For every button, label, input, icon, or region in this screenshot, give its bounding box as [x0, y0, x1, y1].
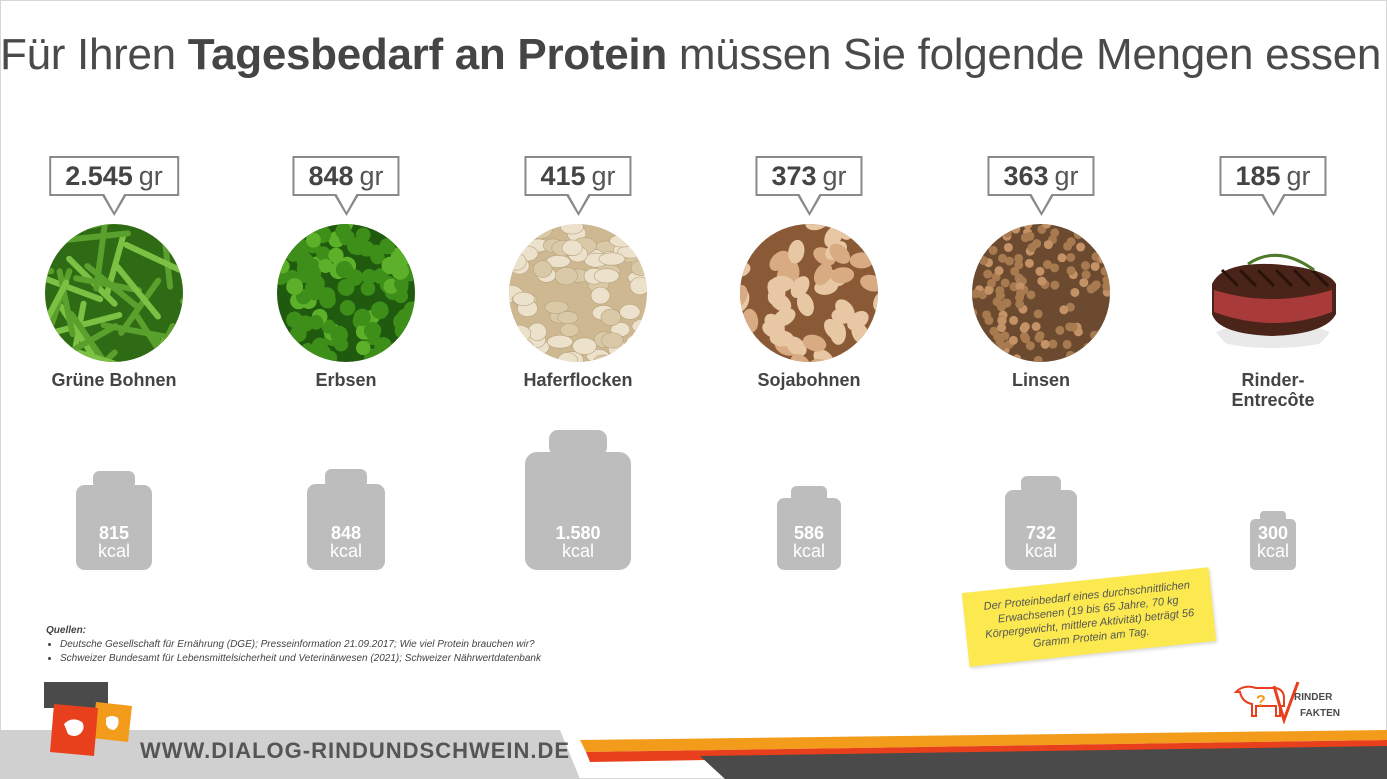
kcal-value: 848: [330, 523, 362, 543]
kcal-weight: 732 kcal: [931, 0, 1151, 600]
kcal-value: 300: [1257, 523, 1289, 543]
footer-band: [0, 730, 1387, 779]
kcal-unit: kcal: [1256, 541, 1289, 561]
page-title: Für Ihren Tagesbedarf an Protein müssen …: [0, 30, 1387, 80]
food-name: Grüne Bohnen: [51, 370, 177, 390]
source-item: Deutsche Gesellschaft für Ernährung (DGE…: [60, 638, 541, 652]
kcal-weight-body: [776, 498, 842, 570]
kcal-weight-handle: [324, 468, 368, 488]
food-name: Linsen: [1011, 370, 1070, 390]
svg-text:?: ?: [1256, 693, 1266, 710]
amount-unit: gr: [591, 161, 616, 191]
title-part-1: Für Ihren: [0, 30, 176, 79]
steak-icon: [1204, 224, 1342, 362]
lentils-icon: [972, 224, 1110, 362]
rinderfakten-logo: ? RINDER FAKTEN: [1233, 681, 1340, 724]
kcal-weight-body: [524, 452, 632, 570]
protein-amount-bubble: 363 gr: [987, 156, 1095, 216]
kcal-value: 732: [1025, 523, 1057, 543]
kcal-weight-body: [1004, 489, 1078, 570]
kcal-unit: kcal: [792, 541, 825, 561]
title-bold: Tagesbedarf an Protein: [187, 30, 667, 79]
protein-amount-bubble: 848 gr: [292, 156, 400, 216]
kcal-weight-body: [307, 483, 385, 570]
food-column: 415 gr Haferflocken 1.580 kcal: [468, 0, 688, 600]
website-link[interactable]: WWW.DIALOG-RINDUNDSCHWEIN.DE: [140, 738, 571, 763]
amount-value: 373: [771, 161, 817, 191]
kcal-unit: kcal: [97, 541, 130, 561]
kcal-weight: 586 kcal: [699, 0, 919, 600]
amount-value: 185: [1235, 161, 1281, 191]
peas-icon: [277, 224, 415, 362]
rinderfakten-line-1: RINDER: [1294, 692, 1333, 703]
food-name: Erbsen: [315, 370, 377, 390]
source-item: Schweizer Bundesamt für Lebensmittelsich…: [60, 652, 541, 666]
protein-amount-bubble: 373 gr: [755, 156, 863, 216]
title-part-2: müssen Sie folgende Mengen essen …: [678, 30, 1387, 79]
bundesverband-logo: [44, 682, 132, 756]
amount-unit: gr: [1286, 161, 1311, 191]
protein-amount-bubble: 415 gr: [524, 156, 632, 216]
kcal-weight-handle: [1260, 511, 1286, 523]
rinderfakten-line-2: FAKTEN: [1300, 708, 1340, 719]
food-column: 185 gr Rinder-Entrecôte 300 kcal: [1163, 0, 1383, 600]
sources-list: Deutsche Gesellschaft für Ernährung (DGE…: [46, 638, 541, 666]
amount-value: 848: [308, 161, 354, 191]
kcal-weight: 848 kcal: [236, 0, 456, 600]
amount-unit: gr: [822, 161, 847, 191]
protein-amount-bubble: 185 gr: [1219, 156, 1327, 216]
amount-value: 363: [1003, 161, 1049, 191]
amount-unit: gr: [138, 161, 163, 191]
sources-heading: Quellen:: [46, 625, 87, 636]
kcal-weight: 815 kcal: [4, 0, 224, 600]
amount-unit: gr: [1054, 161, 1079, 191]
amount-value: 2.545: [65, 161, 133, 191]
kcal-weight-handle: [93, 470, 135, 490]
kcal-value: 815: [98, 523, 130, 543]
food-name: Rinder-Entrecôte: [1231, 370, 1315, 410]
food-name: Haferflocken: [523, 370, 633, 390]
kcal-unit: kcal: [1024, 541, 1057, 561]
kcal-weight: 300 kcal: [1163, 0, 1383, 600]
food-name: Sojabohnen: [757, 370, 861, 390]
kcal-weight: 1.580 kcal: [468, 0, 688, 600]
kcal-weight-handle: [1021, 476, 1061, 494]
food-column: 373 gr Sojabohnen 586 kcal: [699, 0, 919, 600]
amount-value: 415: [540, 161, 586, 191]
kcal-weight-body: [75, 485, 153, 570]
sources: Quellen: Deutsche Gesellschaft für Ernäh…: [46, 624, 541, 666]
amount-unit: gr: [359, 161, 384, 191]
food-column: 848 gr Erbsen 848 kcal: [236, 0, 456, 600]
kcal-unit: kcal: [561, 541, 594, 561]
kcal-value: 586: [793, 523, 825, 543]
kcal-weight-body: [1249, 518, 1297, 570]
food-column: 2.545 gr Grüne Bohnen 815 kcal: [4, 0, 224, 600]
kcal-unit: kcal: [329, 541, 362, 561]
food-column: 363 gr Linsen 732 kcal: [931, 0, 1151, 600]
protein-amount-bubble: 2.545 gr: [49, 156, 179, 216]
kcal-value: 1.580: [555, 523, 601, 543]
kcal-weight-handle: [548, 430, 608, 456]
